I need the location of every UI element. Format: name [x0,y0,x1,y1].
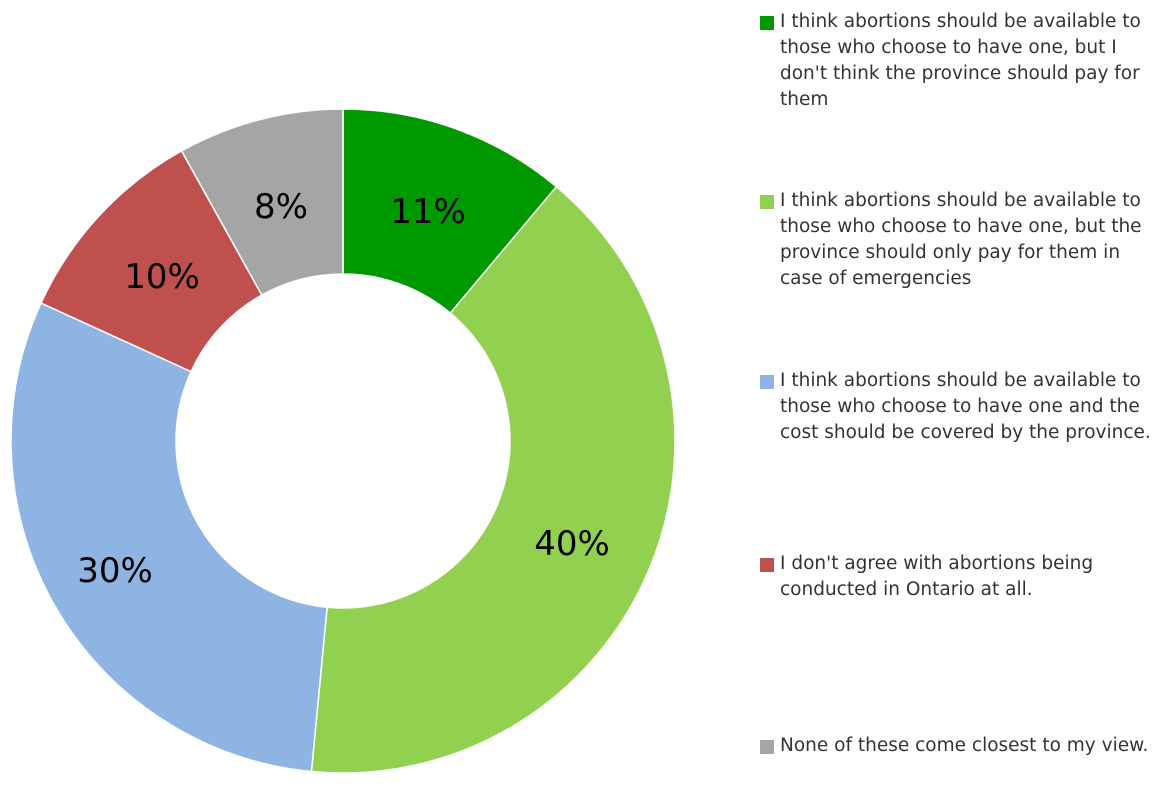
legend-swatch-2 [760,195,774,209]
legend-swatch-3 [760,375,774,389]
legend-swatch-4 [760,558,774,572]
donut-slices [10,108,676,774]
legend-label-2: I think abortions should be available to… [780,190,1142,289]
donut-slice-2 [310,185,676,774]
slice-value-label-5: 8% [254,187,308,227]
donut-slice-5 [180,108,344,297]
legend-swatch-1 [760,16,774,30]
slice-value-label-4: 10% [124,257,200,297]
legend-label-5: None of these come closest to my view. [780,735,1149,756]
slice-value-label-3: 30% [77,551,153,591]
slice-value-label-2: 40% [534,524,610,564]
legend-item-1: I think abortions should be available to… [760,9,1165,113]
legend-label-3: I think abortions should be available to… [780,370,1151,443]
legend-item-4: I don't agree with abortions being condu… [760,551,1165,603]
donut-slice-1 [342,108,558,315]
legend-item-2: I think abortions should be available to… [760,188,1165,292]
legend-label-4: I don't agree with abortions being condu… [780,553,1094,600]
chart-legend: I think abortions should be available to… [760,0,1165,788]
donut-labels: 11% 40% 30% 10% 8% [77,187,610,591]
slice-value-label-1: 11% [390,192,466,232]
donut-slice-3 [10,302,328,773]
legend-label-1: I think abortions should be available to… [780,11,1141,110]
legend-item-3: I think abortions should be available to… [760,368,1165,446]
legend-item-5: None of these come closest to my view. [760,733,1165,759]
legend-swatch-5 [760,740,774,754]
